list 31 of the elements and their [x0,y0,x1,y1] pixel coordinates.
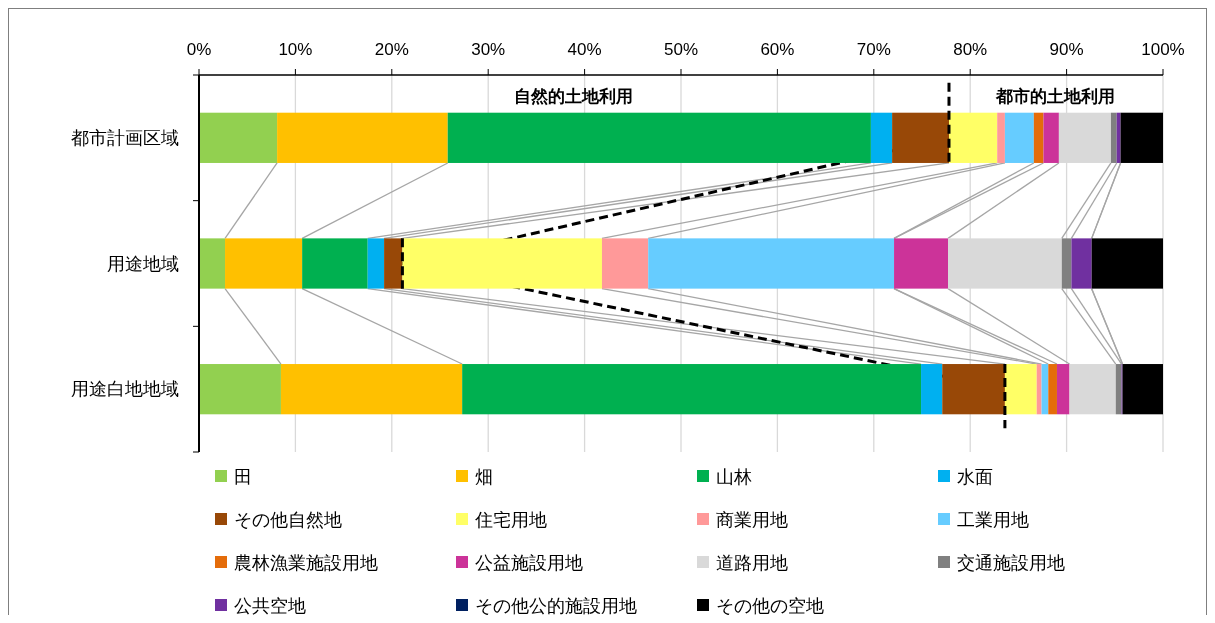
x-tick-label: 10% [278,40,313,59]
x-tick-label: 60% [760,40,795,59]
annotation: 都市的土地利用 [995,86,1116,106]
legend-label: 公益施設用地 [475,553,583,573]
legend-label: その他公的施設用地 [475,596,637,616]
x-tick-label: 90% [1049,40,1084,59]
legend-label: 道路用地 [716,553,788,573]
x-tick-label: 80% [953,40,988,59]
legend-label: 農林漁業施設用地 [234,553,378,573]
x-tick-label: 0% [186,40,212,59]
annotation: 自然的土地利用 [514,86,634,106]
legend-label: 公共空地 [234,596,306,616]
x-tick-label: 30% [471,40,506,59]
legend-label: その他自然地 [234,510,342,530]
legend-label: 商業用地 [716,510,788,530]
x-tick-label: 100% [1141,40,1185,59]
legend-label: 工業用地 [957,510,1029,530]
x-tick-label: 50% [663,40,699,59]
y-tick-label: 用途地域 [107,253,179,274]
legend-label: 畑 [475,467,493,487]
legend-label: 田 [234,467,252,487]
y-tick-label: 都市計画区域 [71,127,179,148]
x-tick-label: 70% [856,40,891,59]
legend-label: 住宅用地 [474,510,547,530]
y-tick-label: 用途白地地域 [71,379,179,400]
legend-label: 山林 [716,467,752,487]
x-tick-label: 40% [567,40,602,59]
legend-label: その他の空地 [716,596,824,616]
x-tick-label: 20% [374,40,409,59]
legend-label: 交通施設用地 [957,553,1065,573]
legend-label: 水面 [957,467,993,487]
